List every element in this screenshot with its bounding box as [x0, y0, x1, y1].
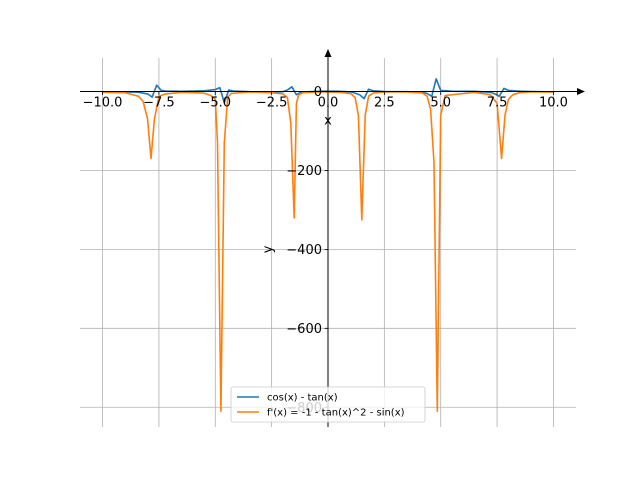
x-tick-label: 5.0 [430, 96, 451, 111]
x-tick-label: 10.0 [539, 96, 568, 111]
x-axis-label: x [324, 114, 332, 129]
y-tick-label: −400 [286, 243, 322, 258]
x-tick-label: −5.0 [199, 96, 231, 111]
ticks: −10.0 −7.5 −5.0 −2.5 0.0 2.5 5.0 7.5 10.0 0 −200 −4… [83, 85, 568, 416]
x-tick-label: −7.5 [143, 96, 175, 111]
x-tick-label: −10.0 [83, 96, 123, 111]
legend: cos(x) - tan(x) f'(x) = -1 - tan(x)^2 - s… [230, 386, 426, 423]
x-axis-arrowhead [577, 88, 585, 96]
legend-label: cos(x) - tan(x) [267, 393, 338, 404]
legend-box [230, 386, 426, 423]
x-tick-label: 2.5 [374, 96, 395, 111]
x-tick-label: 0.0 [318, 96, 339, 111]
y-tick-label: −200 [286, 164, 322, 179]
y-tick-label: 0 [314, 85, 322, 100]
x-tick-label: −2.5 [256, 96, 288, 111]
x-tick-label: 7.5 [487, 96, 508, 111]
y-tick-label: −600 [286, 322, 322, 337]
legend-label: f'(x) = -1 - tan(x)^2 - sin(x) [267, 408, 405, 419]
y-axis-arrowhead [324, 49, 332, 57]
axes [80, 49, 585, 427]
y-axis-label: y [261, 245, 276, 253]
